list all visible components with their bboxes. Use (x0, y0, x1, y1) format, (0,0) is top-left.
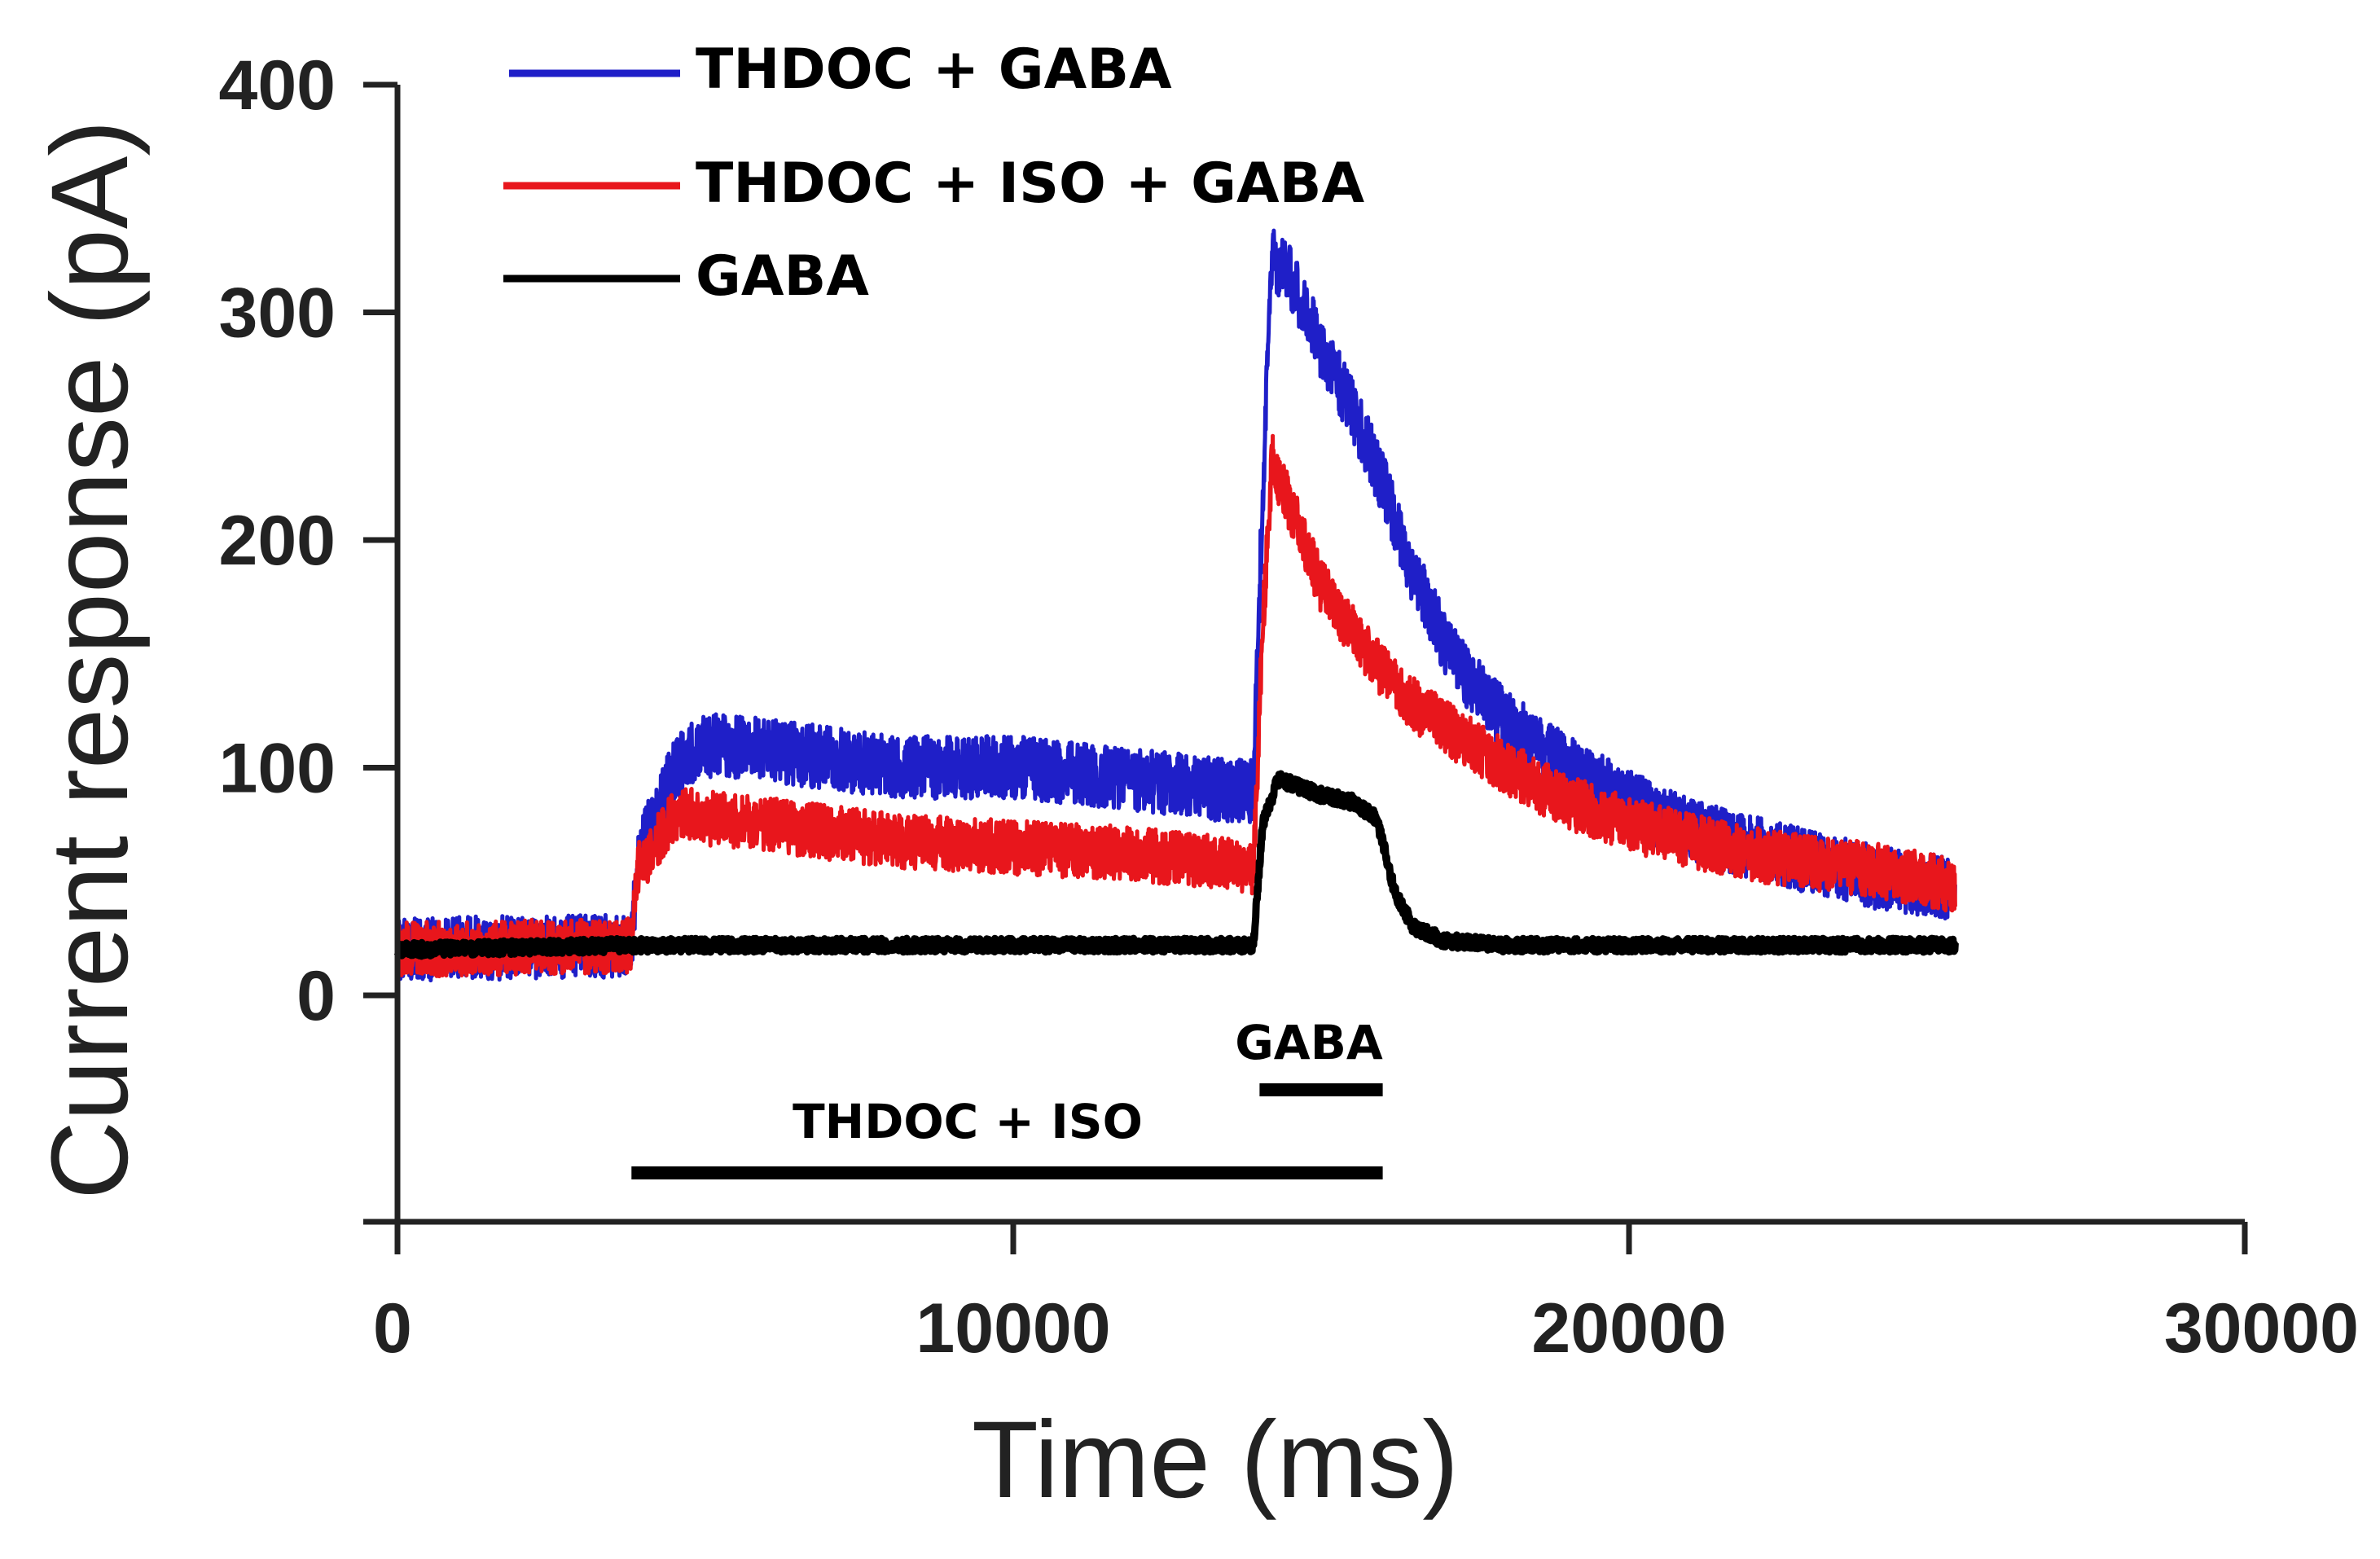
legend: THDOC + GABA THDOC + ISO + GABA GABA (503, 37, 1364, 309)
y-tick-label: 0 (296, 957, 336, 1035)
series-line-gaba (393, 770, 1959, 960)
annotations: GABA THDOC + ISO (631, 1015, 1383, 1179)
ticks: 0 100 200 300 400 0 10000 20000 30000 (219, 46, 2360, 1368)
legend-label-gaba: GABA (696, 244, 869, 309)
legend-label-thdoc-iso-gaba: THDOC + ISO + GABA (696, 152, 1364, 216)
x-tick-label: 20000 (1531, 1289, 1726, 1368)
y-tick-label: 200 (219, 502, 336, 580)
x-tick-label: 10000 (916, 1289, 1110, 1368)
y-tick-label: 300 (219, 274, 336, 353)
y-tick-label: 100 (219, 730, 336, 808)
gaba-application-label: GABA (1235, 1015, 1383, 1070)
legend-label-thdoc-gaba: THDOC + GABA (696, 37, 1172, 102)
series-line-thdoc-iso-gaba (395, 433, 1957, 979)
y-axis-title: Current response (pA) (29, 120, 151, 1200)
y-tick-label: 400 (219, 46, 336, 125)
series-layer (393, 228, 1959, 983)
x-axis-title: Time (ms) (972, 1399, 1459, 1521)
thdoc-iso-application-label: THDOC + ISO (793, 1094, 1143, 1149)
x-tick-label: 0 (373, 1289, 412, 1368)
x-tick-label: 30000 (2164, 1289, 2359, 1368)
axes (363, 85, 2245, 1225)
